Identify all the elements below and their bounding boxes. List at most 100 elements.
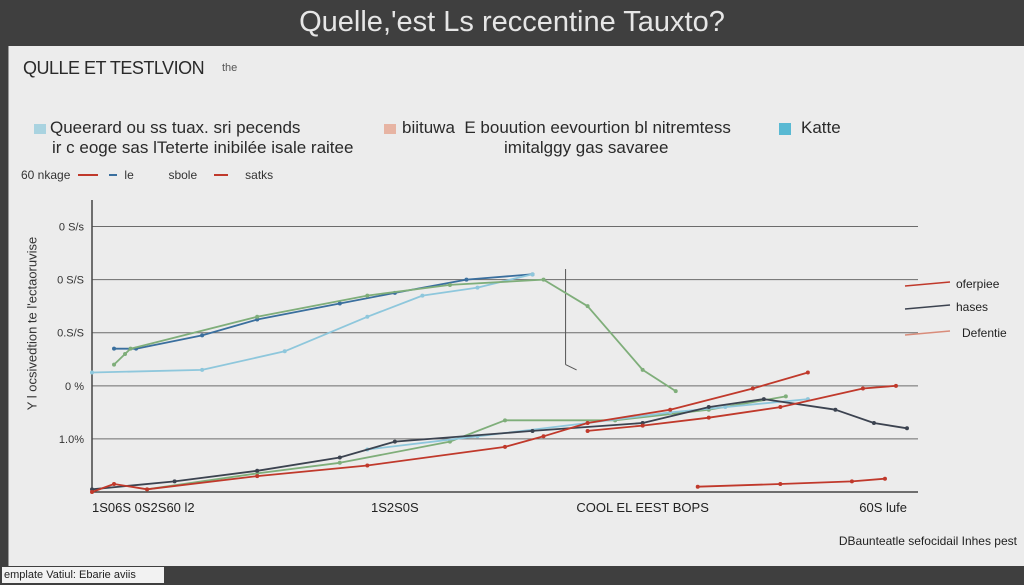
y-tick-label-3: 0 S/S (57, 275, 84, 287)
x-tick-label-2: COOL EL EEST BOPS (576, 500, 709, 515)
legend-mid: biituwa E bouution eevourtion bl nitremt… (384, 118, 731, 158)
series-6-point-9 (750, 386, 755, 391)
footer-bar (0, 566, 1024, 585)
series-1-point-4 (420, 293, 425, 298)
chart-subtitle: QULLE ET TESTLVION (23, 58, 205, 78)
series-2-point-9 (673, 389, 678, 394)
right-label-1: hases (956, 300, 988, 314)
series-0-point-6 (464, 277, 469, 282)
series-line-5 (91, 398, 908, 491)
series-6-point-10 (805, 370, 810, 375)
series-2-point-7 (585, 304, 590, 309)
legend-swatch-light-blue (34, 123, 46, 134)
series-3-point-4 (503, 418, 507, 423)
series-1-point-0 (90, 370, 94, 375)
legend-swatch-blue (779, 122, 791, 135)
series-5-point-2 (255, 468, 260, 473)
series-line-0 (114, 273, 533, 350)
series-6-point-8 (668, 407, 673, 412)
key-label-2: sbole (168, 167, 198, 182)
series-3-point-2 (337, 460, 342, 465)
series-7-point-2 (706, 415, 711, 420)
series-line-8 (697, 477, 886, 488)
series-2-point-5 (447, 282, 452, 287)
series-0-point-0 (112, 346, 117, 351)
series-line-7 (587, 384, 897, 432)
series-7-point-3 (778, 405, 783, 410)
legend-left-line2: ir c eoge sas lTeterte inibilée isale ra… (52, 138, 354, 157)
right-label-0: oferpiee (956, 277, 1000, 291)
series-line-2 (113, 278, 677, 392)
right-key-line-2 (904, 330, 951, 336)
series-2-point-6 (541, 277, 546, 282)
series-8-point-1 (778, 482, 783, 487)
chart-panel: QULLE ET TESTLVION the Queerard ou ss tu… (8, 46, 1024, 566)
series-7-point-4 (860, 386, 865, 391)
series-2-point-1 (123, 351, 128, 356)
series-5-point-11 (904, 426, 909, 431)
series-6-point-3 (255, 474, 260, 479)
series-6-point-7 (585, 420, 590, 425)
series-0-point-4 (337, 301, 342, 306)
key-label-3: satks (245, 167, 274, 182)
series-6-point-6 (541, 434, 546, 439)
series-1-point-3 (365, 314, 370, 319)
chart-note: DBaunteatle sefocidail Inhes pest (838, 534, 1017, 548)
key-line-red (77, 173, 98, 176)
series-2-point-4 (365, 293, 370, 298)
series-2-point-8 (640, 367, 645, 372)
x-tick-label-0: 1S06S 0S2S60 l2 (92, 500, 195, 515)
series-5-point-10 (871, 420, 876, 425)
series-2-point-2 (128, 346, 133, 351)
series-1-point-1 (200, 367, 205, 372)
legend-mid-line1: biituwa (402, 118, 455, 137)
reference-line-tail (565, 364, 577, 371)
legend-left-line1: Queerard ou ss tuax. sri pecends (50, 118, 301, 137)
y-tick-label-4: 0 S/s (59, 222, 85, 234)
legend-left: Queerard ou ss tuax. sri pecends ir c eo… (34, 118, 353, 158)
series-1-point-6 (530, 272, 535, 277)
series-5-point-4 (392, 439, 397, 444)
series-5-point-3 (337, 455, 342, 460)
series-6-point-5 (503, 444, 507, 449)
title-bar (0, 0, 1024, 46)
series-1-point-5 (475, 285, 480, 290)
series-line-6 (91, 371, 809, 493)
legend-mid-line2: imitalggy gas savaree (504, 138, 669, 157)
series-1-point-2 (282, 349, 287, 354)
series-4-point-4 (723, 405, 728, 410)
series-6-point-0 (90, 490, 94, 494)
legend-right: Katte (779, 118, 841, 138)
series-6-point-4 (365, 463, 370, 468)
series-5-point-7 (706, 405, 711, 410)
right-key-line-1 (904, 304, 951, 310)
right-label-2: Defentie (962, 326, 1007, 340)
y-tick-label-1: 0 % (65, 381, 84, 393)
series-5-point-9 (833, 407, 838, 412)
legend-swatch-salmon (384, 123, 396, 134)
series-3-point-7 (783, 394, 788, 399)
legend-right-label: Katte (801, 118, 841, 137)
key-label-0: 60 nkage (21, 167, 71, 182)
right-key-line-0 (904, 281, 951, 287)
legend-mid-line1b: E bouution eevourtion bl nitremtess (464, 118, 731, 137)
series-7-point-0 (585, 428, 590, 433)
series-5-point-1 (172, 479, 177, 484)
y-tick-label-2: 0.S/S (57, 328, 84, 340)
key-line-blue (109, 173, 118, 176)
footer-label: emplate Vatiul: Ebarie aviis (2, 567, 164, 583)
series-2-point-3 (255, 314, 260, 319)
series-keys: 60 nkage le sbole satks (21, 167, 273, 182)
series-5-point-8 (761, 397, 766, 402)
series-8-point-2 (849, 479, 854, 484)
x-tick-label-3: 60S lufe (859, 500, 907, 515)
series-2-point-0 (112, 362, 117, 367)
series-line-1 (91, 273, 533, 374)
series-8-point-3 (882, 476, 887, 481)
series-0-point-2 (200, 333, 205, 338)
x-tick-label-1: 1S2S0S (371, 500, 419, 515)
series-7-point-5 (893, 383, 898, 388)
series-8-point-0 (695, 484, 700, 489)
series-7-point-1 (640, 423, 645, 428)
